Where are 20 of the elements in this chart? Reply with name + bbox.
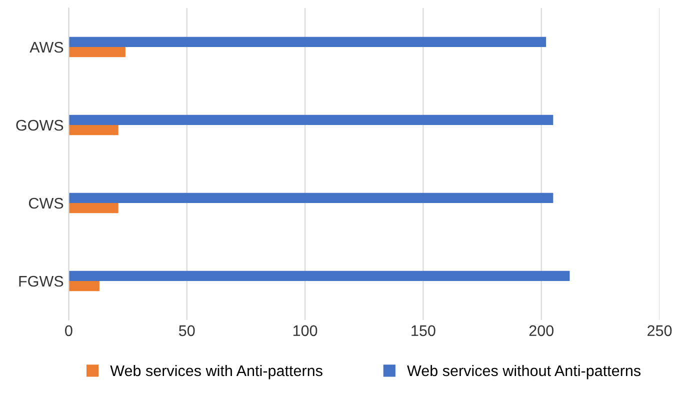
x-tick-label: 50 bbox=[178, 325, 195, 336]
x-tick-label: 100 bbox=[293, 325, 318, 336]
y-tick-label: CWS bbox=[28, 198, 64, 209]
y-tick-label: GOWS bbox=[16, 120, 64, 131]
y-tick-label: AWS bbox=[30, 42, 64, 53]
bar bbox=[68, 114, 554, 125]
x-tick-label: 200 bbox=[529, 325, 554, 336]
bar bbox=[68, 270, 570, 281]
bar bbox=[68, 203, 118, 214]
x-tick-label: 150 bbox=[412, 325, 436, 336]
legend-label: Web services without Anti-patterns bbox=[407, 364, 641, 380]
bar bbox=[68, 192, 554, 203]
bar bbox=[68, 125, 118, 136]
x-tick-label: 0 bbox=[65, 325, 72, 336]
bar bbox=[68, 47, 126, 58]
bar bbox=[68, 36, 546, 47]
y-tick-label: FGWS bbox=[19, 276, 64, 287]
x-tick-label: 250 bbox=[648, 325, 672, 336]
bar bbox=[68, 281, 100, 292]
legend-label: Web services with Anti-patterns bbox=[110, 364, 322, 380]
